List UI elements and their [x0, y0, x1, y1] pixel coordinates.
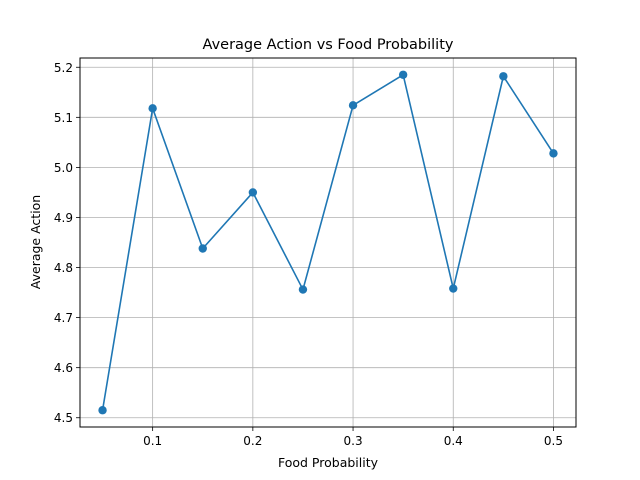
series-line	[101, 73, 555, 411]
x-tick-label: 0.1	[143, 434, 162, 448]
x-tick-label: 0.4	[444, 434, 463, 448]
y-tick-label: 4.6	[54, 361, 73, 375]
data-point	[248, 188, 258, 197]
y-tick-label: 4.9	[54, 211, 73, 225]
x-tick-label: 0.5	[544, 434, 563, 448]
data-point	[148, 104, 157, 113]
y-tick-label: 4.5	[54, 411, 73, 425]
axis-ticks: 0.1 0.2 0.3 0.4 0.5 4.5 4.6 4.7 4.8 4.9 5.0 5.1 5.2	[54, 61, 563, 448]
data-point	[398, 70, 408, 79]
x-axis-label: Food Probability	[278, 455, 379, 470]
x-tick-label: 0.3	[344, 434, 363, 448]
chart-title: Average Action vs Food Probability	[203, 37, 454, 53]
data-point	[98, 406, 107, 415]
data-point	[198, 244, 207, 253]
y-tick-label: 5.2	[54, 61, 73, 75]
grid	[80, 58, 576, 427]
data-point	[549, 149, 558, 158]
series-group	[98, 70, 558, 415]
data-point	[499, 72, 508, 81]
y-tick-label: 4.7	[54, 311, 73, 325]
plot-frame	[79, 57, 577, 428]
data-point	[449, 284, 458, 293]
y-axis-label: Average Action	[28, 195, 43, 289]
y-tick-label: 5.1	[54, 111, 73, 125]
y-tick-label: 5.0	[54, 161, 73, 175]
data-point	[298, 285, 308, 294]
y-tick-label: 4.8	[54, 261, 73, 275]
data-point	[348, 101, 358, 110]
x-tick-label: 0.2	[243, 434, 262, 448]
